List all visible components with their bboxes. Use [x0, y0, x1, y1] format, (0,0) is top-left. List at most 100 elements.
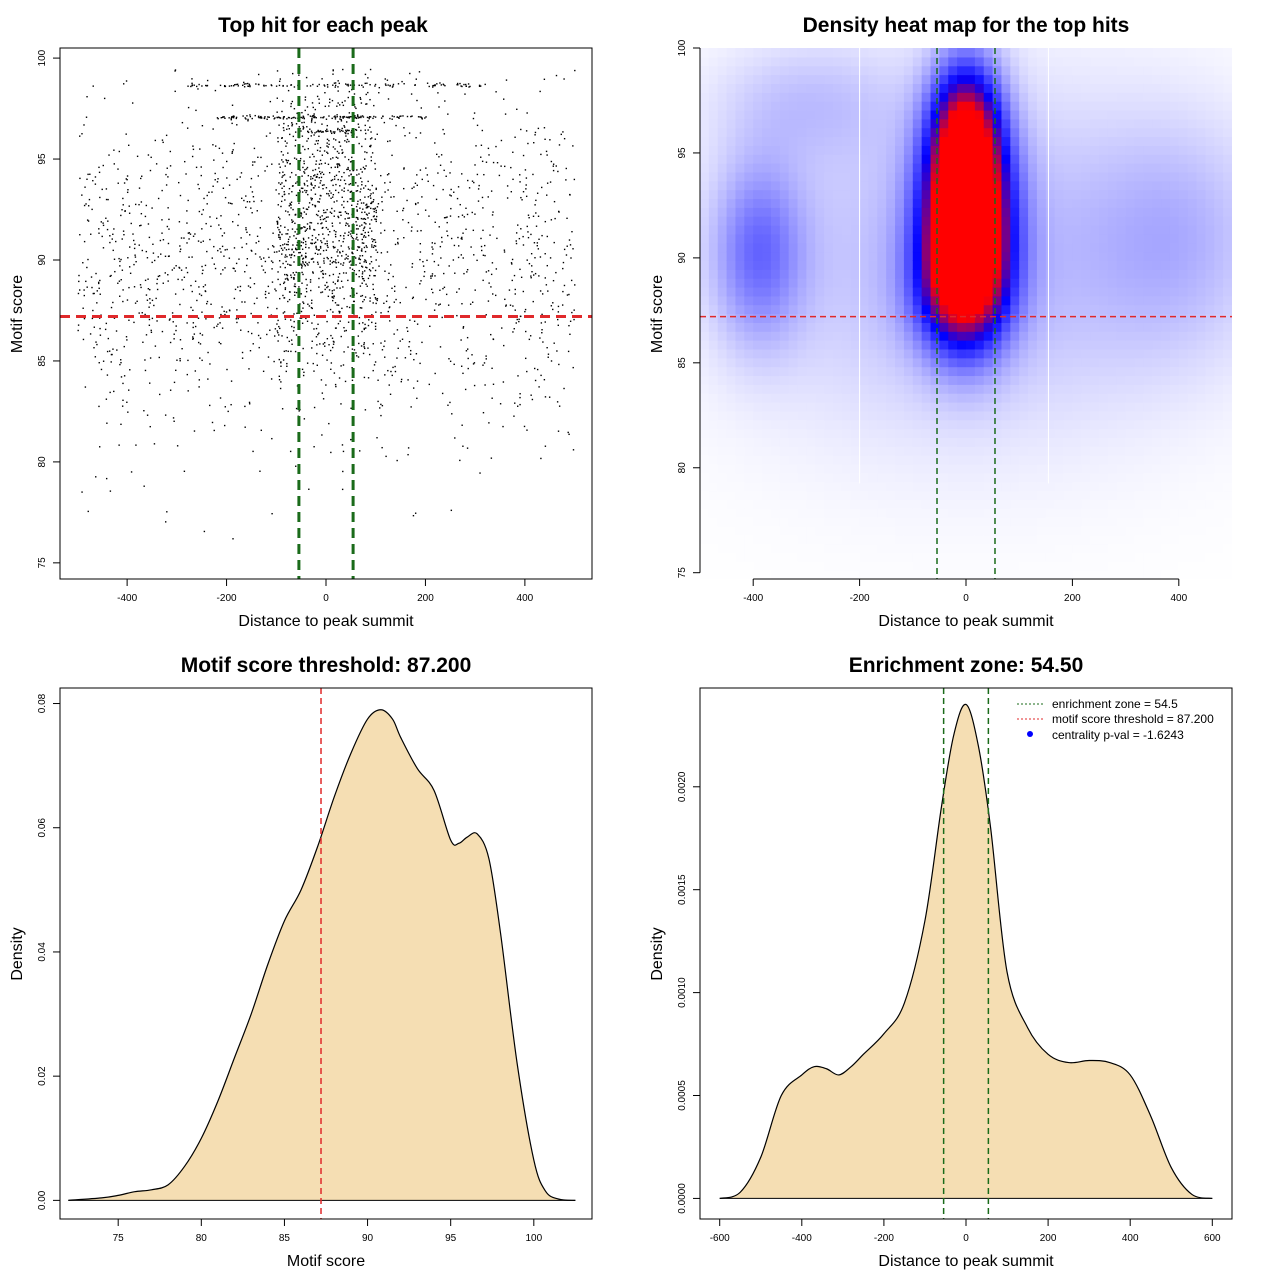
scatter-point	[152, 252, 155, 254]
heatmap-cell	[779, 428, 790, 438]
scatter-point	[327, 295, 330, 298]
scatter-point	[242, 115, 244, 117]
scatter-point	[322, 117, 324, 119]
heatmap-cell	[1001, 463, 1011, 474]
heatmap-cell	[1010, 180, 1020, 191]
heatmap-cell	[966, 331, 976, 341]
scatter-point	[560, 133, 562, 136]
heatmap-cell	[797, 242, 807, 253]
scatter-point	[459, 203, 461, 206]
heatmap-cell	[912, 419, 923, 430]
scatter-point	[318, 233, 320, 236]
heatmap-cell	[921, 463, 932, 474]
scatter-point	[192, 338, 194, 340]
scatter-point	[525, 330, 527, 333]
scatter-point	[326, 281, 328, 284]
scatter-point	[198, 187, 200, 190]
scatter-point	[217, 178, 219, 180]
scatter-point	[363, 347, 366, 350]
heatmap-cell	[1001, 570, 1011, 579]
heatmap-cell	[815, 251, 825, 261]
heatmap-cell	[868, 251, 878, 261]
heatmap-cell	[1010, 534, 1020, 545]
heatmap-cell	[850, 118, 861, 129]
scatter-point	[283, 281, 286, 283]
scatter-point	[467, 367, 469, 370]
heatmap-cell	[886, 295, 896, 306]
heatmap-cell	[930, 472, 940, 483]
scatter-point	[347, 158, 350, 161]
heatmap-cell	[983, 366, 994, 377]
scatter-point	[369, 270, 372, 272]
scatter-point	[340, 118, 342, 121]
scatter-point	[395, 298, 397, 301]
scatter-point	[235, 262, 238, 265]
heatmap-cell	[797, 56, 807, 67]
scatter-point	[525, 357, 527, 360]
scatter-point	[183, 470, 186, 473]
scatter-point	[272, 261, 274, 264]
scatter-point	[343, 125, 345, 127]
scatter-point	[429, 325, 431, 328]
heatmap-cell	[974, 216, 985, 226]
scatter-point	[541, 186, 543, 189]
scatter-point	[350, 173, 352, 175]
scatter-point	[277, 226, 279, 229]
heatmap-cell	[779, 101, 790, 111]
scatter-point	[347, 346, 349, 348]
scatter-point	[249, 234, 251, 236]
scatter-point	[433, 309, 436, 311]
scatter-point	[285, 159, 287, 161]
heatmap-cell	[948, 499, 958, 509]
scatter-point	[290, 84, 293, 86]
heatmap-cell	[708, 455, 719, 465]
heatmap-cell	[886, 242, 896, 253]
heatmap-cell	[939, 331, 949, 341]
scatter-point	[326, 124, 329, 127]
scatter-point	[204, 284, 207, 286]
scatter-point	[134, 254, 136, 256]
heatmap-cell	[717, 472, 728, 483]
scatter-point	[289, 162, 291, 165]
scatter-point	[284, 165, 286, 167]
heatmap-cell	[992, 233, 1003, 244]
heatmap-cell	[779, 109, 790, 120]
heatmap-cell	[815, 304, 825, 315]
scatter-point	[447, 304, 450, 306]
scatter-point	[437, 172, 439, 174]
scatter-point	[169, 150, 172, 153]
heatmap-cell	[708, 207, 719, 217]
heatmap-cell	[708, 481, 719, 492]
scatter-point	[371, 184, 373, 187]
heatmap-cell	[930, 225, 940, 235]
heatmap-cell	[903, 348, 914, 359]
scatter-point	[307, 137, 310, 140]
heatmap-cell	[815, 225, 825, 235]
heatmap-cell	[770, 375, 781, 385]
heatmap-cell	[957, 534, 967, 545]
heatmap-cell	[753, 446, 763, 456]
scatter-point	[231, 122, 233, 125]
scatter-point	[290, 339, 293, 341]
heatmap-cell	[912, 402, 923, 412]
scatter-point	[191, 290, 193, 293]
heatmap-cell	[948, 48, 958, 58]
scatter-point	[399, 301, 401, 304]
scatter-point	[338, 141, 341, 143]
heatmap-cell	[770, 127, 781, 138]
heatmap-cell	[886, 322, 896, 332]
scatter-point	[462, 445, 464, 447]
heatmap-cell	[912, 499, 923, 509]
scatter-point	[144, 359, 146, 361]
scatter-point	[438, 304, 440, 306]
scatter-point	[312, 83, 314, 86]
scatter-point	[269, 132, 271, 134]
scatter-point	[322, 233, 324, 235]
scatter-point	[484, 254, 486, 257]
scatter-point	[304, 230, 307, 232]
heatmap-cell	[735, 419, 745, 430]
scatter-point	[248, 368, 250, 370]
heatmap-cell	[753, 56, 763, 67]
scatter-point	[245, 206, 247, 209]
scatter-point	[453, 363, 455, 366]
